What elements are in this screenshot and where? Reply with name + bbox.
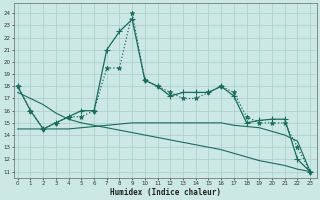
X-axis label: Humidex (Indice chaleur): Humidex (Indice chaleur) (110, 188, 221, 197)
